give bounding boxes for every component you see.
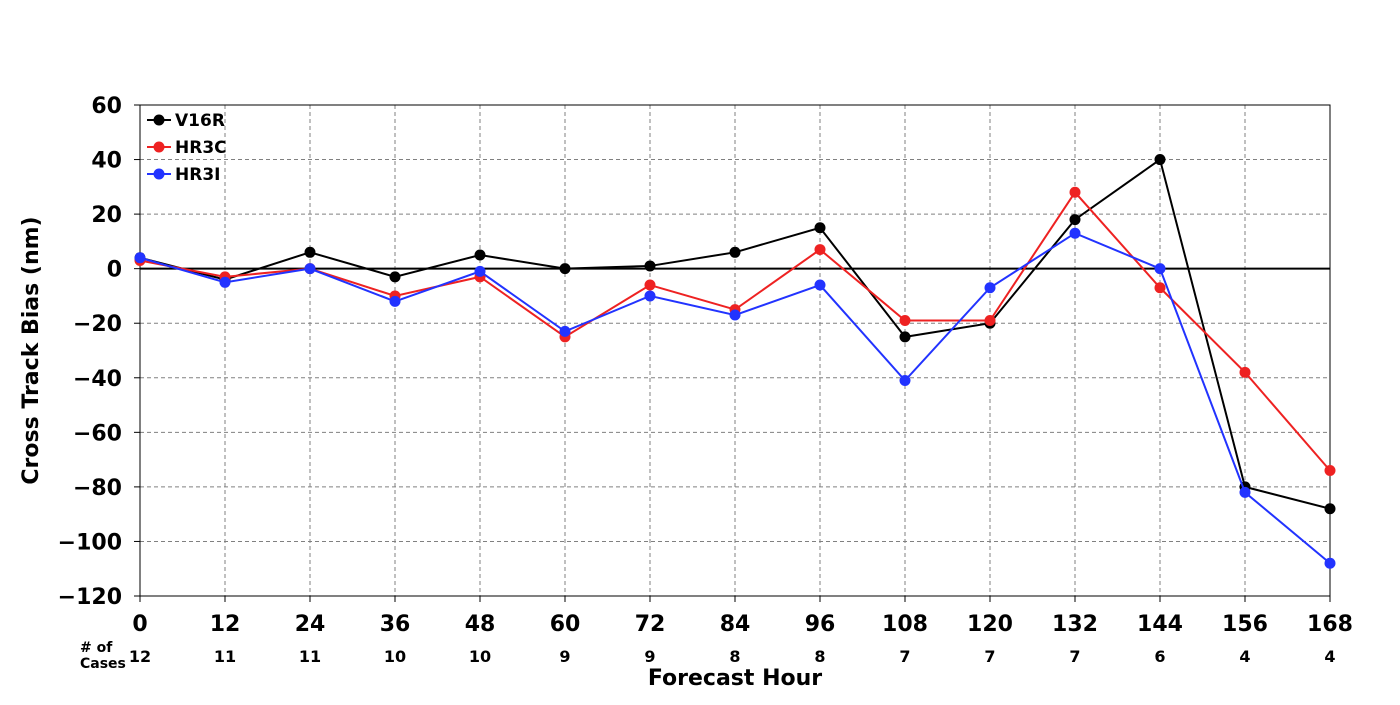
x-tick-label: 48 [465,612,496,637]
x-tick-label: 144 [1137,612,1183,637]
data-point [729,246,741,258]
case-count: 10 [469,647,491,666]
data-point [899,331,911,343]
series-layer [134,154,1336,569]
y-tick-label: −80 [73,476,122,501]
y-tick-label: −60 [73,421,122,446]
data-point [559,325,571,337]
legend-label: V16R [175,111,225,131]
cases-layer: 12 11 11 10 10 9 9 8 8 7 7 7 6 4 4 [129,647,1336,666]
legend-marker [153,114,165,126]
x-tick-label: 72 [635,612,666,637]
x-tick-label: 12 [210,612,241,637]
data-point [984,282,996,294]
x-tick-label: 36 [380,612,411,637]
x-tick-label: 60 [550,612,581,637]
data-point [1239,486,1251,498]
data-point [729,309,741,321]
data-point [1069,186,1081,198]
case-count: 6 [1154,647,1165,666]
data-point [389,295,401,307]
x-tick-label: 96 [805,612,836,637]
data-point [559,263,571,275]
case-count: 8 [729,647,740,666]
y-tick-label: 60 [91,94,122,119]
data-point [1324,503,1336,515]
x-tick-label: 84 [720,612,751,637]
data-point [1069,227,1081,239]
y-tick-label: −120 [58,585,122,610]
data-point [644,290,656,302]
data-point [814,279,826,291]
legend-marker [153,168,165,180]
data-point [1239,366,1251,378]
cases-label-line1: # of [80,640,113,656]
case-count: 10 [384,647,406,666]
legend-marker [153,141,165,153]
case-count: 11 [299,647,321,666]
data-point [1154,263,1166,275]
case-count: 7 [899,647,910,666]
data-point [219,276,231,288]
data-point [814,222,826,234]
case-count: 11 [214,647,236,666]
x-tick-label: 0 [132,612,147,637]
case-count: 4 [1324,647,1335,666]
grid-layer [140,105,1330,596]
legend-label: HR3C [175,138,227,158]
legend: V16R HR3C HR3I [147,111,227,185]
x-tick-label: 120 [967,612,1013,637]
case-count: 9 [644,647,655,666]
legend-label: HR3I [175,165,220,185]
data-point [1154,282,1166,294]
case-count: 9 [559,647,570,666]
y-tick-label: 20 [91,203,122,228]
data-point [1069,214,1081,226]
data-point [899,375,911,387]
y-tick-label: 0 [107,258,122,283]
x-tick-label: 156 [1222,612,1268,637]
legend-item: HR3C [147,138,227,158]
data-point [1154,154,1166,166]
x-axis-title: Forecast Hour [648,666,822,691]
case-count: 7 [984,647,995,666]
legend-item: V16R [147,111,225,131]
data-point [474,249,486,261]
data-point [899,314,911,326]
legend-item: HR3I [147,165,220,185]
data-point [304,263,316,275]
case-count: 7 [1069,647,1080,666]
y-axis-title: Cross Track Bias (nm) [19,216,44,484]
data-point [644,260,656,272]
data-point [1324,557,1336,569]
y-tick-label: −40 [73,367,122,392]
series-hr3i [134,227,1336,569]
case-count: 12 [129,647,151,666]
cases-label-line2: Cases [80,656,126,672]
data-point [304,246,316,258]
y-tick-label: 40 [91,149,122,174]
y-tick-label: −20 [73,312,122,337]
x-tick-label: 24 [295,612,326,637]
data-point [644,279,656,291]
case-count: 4 [1239,647,1250,666]
x-tick-label: 168 [1307,612,1353,637]
case-count: 8 [814,647,825,666]
x-tick-label: 108 [882,612,928,637]
tick-layer: 60 40 20 0 −20 −40 −60 −80 −100 −120 0 12 24 36 48 60 72… [58,94,1353,637]
data-point [134,252,146,264]
data-point [389,271,401,283]
data-point [984,314,996,326]
data-point [1324,465,1336,477]
data-point [474,265,486,277]
y-tick-label: −100 [58,530,122,555]
data-point [814,244,826,256]
series-v16r [134,154,1336,515]
x-tick-label: 132 [1052,612,1098,637]
